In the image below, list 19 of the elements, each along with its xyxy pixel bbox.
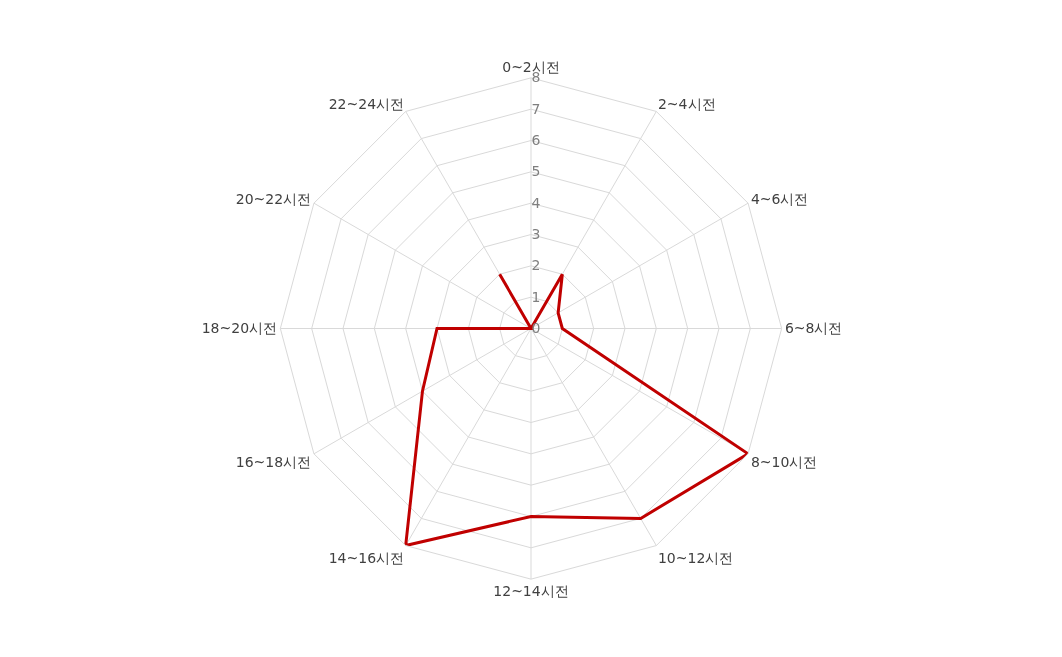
spoke-label: 6~8시전	[784, 320, 843, 337]
y-tick-label: 3	[531, 226, 541, 243]
y-tick-label: 0	[531, 320, 541, 337]
y-tick-label: 4	[531, 194, 541, 211]
spoke-label: 16~18시전	[235, 453, 312, 470]
y-tick-label: 5	[531, 163, 541, 180]
spoke-label: 20~22시전	[235, 191, 312, 208]
spoke-label: 14~16시전	[328, 550, 405, 566]
spoke-label: 18~20시전	[201, 320, 278, 337]
spoke-label: 2~4시전	[657, 95, 716, 112]
spoke-label: 4~6시전	[750, 191, 809, 208]
spoke-label: 12~14시전	[493, 583, 569, 600]
spoke-label: 8~10시전	[750, 453, 818, 470]
y-tick-label: 1	[531, 288, 541, 305]
y-tick-label: 6	[531, 132, 541, 149]
spoke-label: 22~24시전	[328, 95, 405, 112]
y-tick-label: 7	[531, 100, 541, 117]
y-tick-label: 2	[531, 257, 541, 274]
spoke-label: 10~12시전	[657, 550, 734, 566]
